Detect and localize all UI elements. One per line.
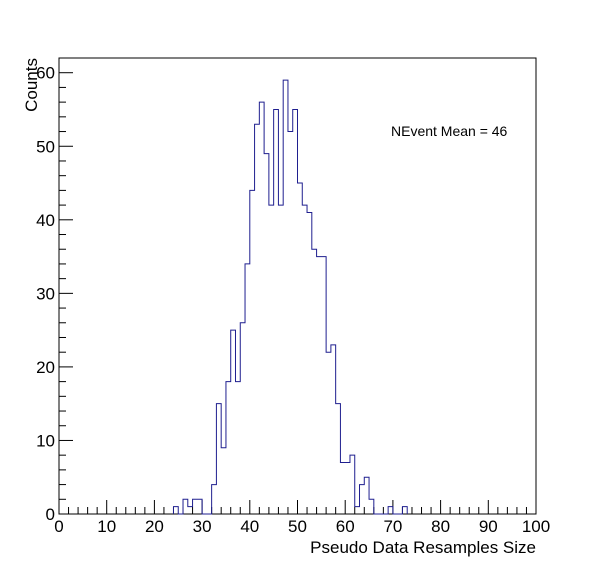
x-tick-label: 80 [431,517,450,536]
x-tick-label: 10 [97,517,116,536]
y-tick-label: 50 [36,137,55,156]
annotation-nevent-mean: NEvent Mean = 46 [391,123,508,139]
x-tick-label: 40 [240,517,259,536]
y-tick-label: 20 [36,358,55,377]
x-tick-label: 90 [479,517,498,536]
x-tick-label: 50 [288,517,307,536]
x-tick-label: 0 [54,517,63,536]
x-tick-label: 60 [336,517,355,536]
x-tick-label: 20 [145,517,164,536]
y-tick-label: 10 [36,431,55,450]
histogram-outline [172,79,408,515]
y-tick-label: 40 [36,211,55,230]
y-axis-ticks: 0 10 20 30 40 50 60 [36,57,73,524]
x-axis-ticks: 0 10 20 30 40 50 60 70 80 90 100 [54,500,550,536]
x-tick-label: 30 [193,517,212,536]
y-tick-label: 0 [46,505,55,524]
x-axis-label: Pseudo Data Resamples Size [310,538,536,557]
y-tick-label: 60 [36,64,55,83]
x-tick-label: 100 [522,517,550,536]
x-tick-label: 70 [383,517,402,536]
y-tick-label: 30 [36,284,55,303]
y-axis-label: Counts [22,58,41,112]
